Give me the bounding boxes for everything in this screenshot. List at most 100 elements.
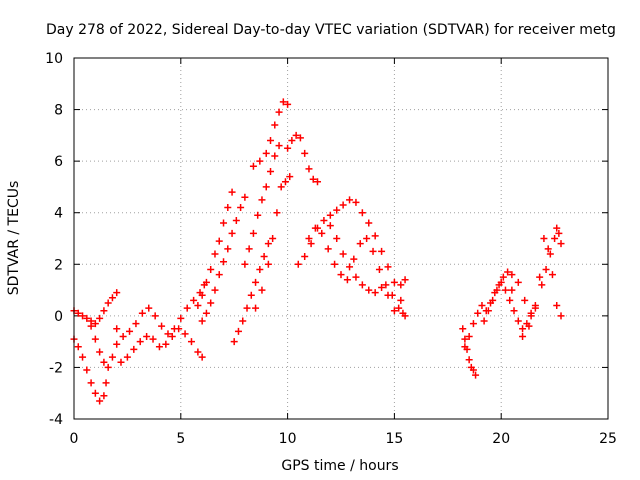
data-point — [108, 353, 116, 361]
data-point — [499, 273, 507, 281]
data-point — [358, 281, 366, 289]
data-point — [113, 325, 121, 333]
data-point — [314, 178, 322, 186]
data-point — [275, 142, 283, 150]
data-point — [459, 325, 467, 333]
data-point — [145, 304, 153, 312]
data-point — [247, 291, 255, 299]
data-point — [224, 204, 232, 212]
data-point — [79, 353, 87, 361]
data-point — [469, 320, 477, 328]
data-point — [465, 356, 473, 364]
data-point — [536, 273, 544, 281]
tick-labels: 0 5 10 15 20 25 -4 -2 0 2 4 6 8 10 — [45, 51, 617, 447]
y-axis-label: SDTVAR / TECUs — [6, 181, 22, 296]
series-track-h-mid — [230, 240, 272, 346]
data-point — [288, 137, 296, 145]
series-track-g-rise — [198, 193, 249, 325]
data-point — [557, 240, 565, 248]
data-point — [194, 348, 202, 356]
data-point — [194, 302, 202, 310]
data-point — [296, 134, 304, 142]
data-point — [183, 304, 191, 312]
data-point — [100, 392, 108, 400]
data-point — [553, 302, 561, 310]
data-point — [113, 289, 121, 297]
data-point — [294, 260, 302, 268]
data-point — [198, 317, 206, 325]
data-point — [371, 289, 379, 297]
data-point — [301, 149, 309, 157]
data-point — [489, 296, 497, 304]
y-tick-label: 6 — [54, 154, 63, 170]
data-point — [371, 232, 379, 240]
data-point — [356, 240, 364, 248]
data-point — [234, 327, 242, 335]
data-point — [557, 312, 565, 320]
data-point — [553, 224, 561, 232]
data-point — [273, 209, 281, 217]
data-point — [384, 291, 392, 299]
data-point — [292, 131, 300, 139]
gridlines — [74, 58, 608, 419]
data-point — [228, 188, 236, 196]
data-point — [333, 206, 341, 214]
data-point — [130, 345, 138, 353]
data-point — [262, 149, 270, 157]
series-track-p-evening — [459, 325, 480, 379]
data-point — [508, 271, 516, 279]
data-point — [501, 286, 509, 294]
data-point — [465, 332, 473, 340]
data-point — [555, 229, 563, 237]
y-tick-label: -4 — [49, 412, 63, 428]
data-point — [74, 309, 82, 317]
data-point — [202, 278, 210, 286]
data-point — [519, 325, 527, 333]
data-point — [108, 294, 116, 302]
x-axis-label: GPS time / hours — [281, 458, 398, 474]
data-point — [390, 307, 398, 315]
series-track-l-fall — [284, 131, 322, 186]
data-point — [241, 260, 249, 268]
data-point — [378, 247, 386, 255]
series-track-c-early — [87, 322, 121, 371]
data-point — [256, 265, 264, 273]
data-point — [83, 366, 91, 374]
data-point — [474, 309, 482, 317]
data-point — [309, 175, 317, 183]
data-point — [311, 224, 319, 232]
data-point — [237, 204, 245, 212]
data-point — [326, 222, 334, 230]
data-point — [551, 235, 559, 242]
data-point — [117, 358, 125, 366]
data-point — [151, 312, 159, 320]
data-point — [91, 335, 99, 343]
data-point — [337, 271, 345, 279]
data-point — [198, 291, 206, 299]
data-point — [305, 165, 313, 173]
data-point — [363, 235, 371, 242]
series-track-s-late — [508, 235, 565, 320]
data-point — [497, 278, 505, 286]
data-point — [375, 265, 383, 273]
data-point — [318, 229, 326, 237]
data-point — [258, 196, 266, 204]
data-point — [198, 353, 206, 361]
data-point — [358, 209, 366, 217]
data-point — [484, 307, 492, 315]
data-point — [96, 314, 104, 322]
data-point — [100, 307, 108, 315]
data-point — [333, 235, 341, 242]
data-point — [365, 219, 373, 227]
data-point — [258, 286, 266, 294]
data-point — [324, 245, 332, 253]
y-tick-label: 0 — [54, 309, 63, 325]
data-point — [158, 322, 166, 330]
data-point — [241, 193, 249, 201]
data-point — [164, 330, 172, 338]
x-tick-label: 20 — [492, 431, 510, 447]
data-point — [220, 258, 228, 266]
data-point — [461, 335, 469, 343]
data-point — [514, 317, 522, 325]
